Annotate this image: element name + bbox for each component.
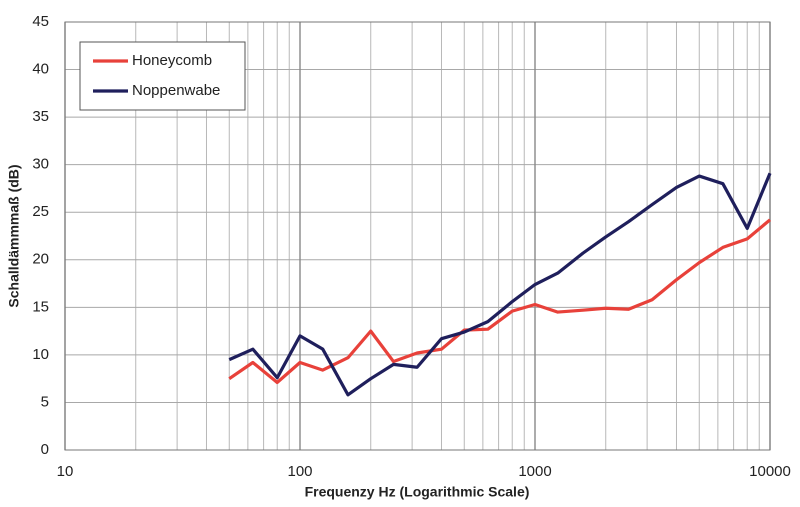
legend-label: Honeycomb	[132, 52, 212, 69]
y-tick-label: 0	[41, 441, 49, 458]
plot-border	[64, 21, 771, 451]
x-tick-label: 10	[57, 463, 74, 480]
y-tick-label: 35	[32, 108, 49, 125]
x-axis-title: Frequenzy Hz (Logarithmic Scale)	[305, 484, 530, 500]
line-series	[228, 172, 772, 397]
y-tick-label: 20	[32, 251, 49, 268]
y-tick-label: 10	[32, 346, 49, 363]
y-tick-label: 45	[32, 13, 49, 30]
y-tick-label: 15	[32, 298, 49, 315]
y-tick-label: 25	[32, 203, 49, 220]
x-tick-label: 100	[287, 463, 312, 480]
legend-box	[79, 41, 246, 111]
legend-label: Noppenwabe	[132, 82, 220, 99]
y-tick-label: 40	[32, 61, 49, 78]
y-tick-label: 5	[41, 393, 49, 410]
line-series	[228, 218, 772, 385]
y-axis-title: Schalldämmmaß (dB)	[6, 164, 22, 307]
y-tick-label: 30	[32, 156, 49, 173]
x-tick-label: 1000	[518, 463, 551, 480]
x-tick-label: 10000	[749, 463, 791, 480]
